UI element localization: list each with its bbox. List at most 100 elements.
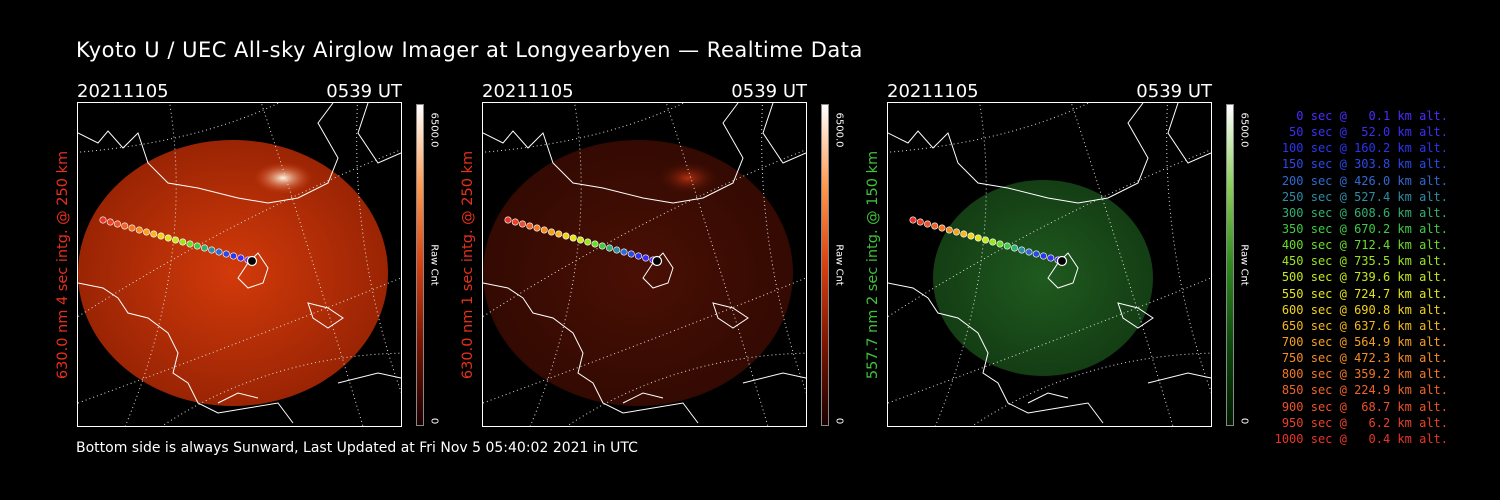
legend-row: 100 sec @ 160.2 km alt. xyxy=(1281,141,1448,156)
track-point xyxy=(504,216,512,224)
track-point xyxy=(540,226,548,234)
panel-2-cbar-max: 6500.0 xyxy=(833,112,845,148)
legend-row: 350 sec @ 670.2 km alt. xyxy=(1281,221,1448,236)
track-point xyxy=(230,252,238,260)
panel-3-date: 20211105 xyxy=(887,81,979,102)
panel-2-cbar-unit: Raw Cnt xyxy=(833,244,845,286)
panel-1-cbar-max: 6500.0 xyxy=(428,112,440,148)
legend-row: 600 sec @ 690.8 km alt. xyxy=(1281,302,1448,317)
track-point xyxy=(909,216,917,224)
track-point xyxy=(99,216,107,224)
station-marker xyxy=(246,255,258,267)
track-point xyxy=(916,218,924,226)
track-point xyxy=(577,236,585,244)
legend-row: 550 sec @ 724.7 km alt. xyxy=(1281,286,1448,301)
panel-1-ylabel: 630.0 nm 4 sec intg. @ 250 km xyxy=(53,102,73,427)
legend-row: 950 sec @ 6.2 km alt. xyxy=(1281,415,1448,430)
track-point xyxy=(1011,244,1019,252)
satellite-track xyxy=(99,216,258,267)
sky-image-disk xyxy=(483,140,793,406)
track-point xyxy=(533,224,541,232)
track-point xyxy=(562,232,570,240)
sky-image-disk xyxy=(78,140,388,406)
legend-row: 800 sec @ 359.2 km alt. xyxy=(1281,367,1448,382)
panel-3-ylabel-text: 557.7 nm 2 sec intg. @ 150 km xyxy=(865,150,881,379)
track-point xyxy=(1032,250,1040,258)
coastline xyxy=(888,103,1211,424)
footer-status: Bottom side is always Sunward, Last Upda… xyxy=(76,440,638,456)
track-point xyxy=(555,230,563,238)
panel-3-cbar-min: 0 xyxy=(1238,417,1250,425)
track-point xyxy=(923,220,931,228)
track-point xyxy=(642,254,650,262)
sky-image-disk xyxy=(933,180,1153,376)
track-point xyxy=(1047,254,1055,262)
track-point xyxy=(945,226,953,234)
track-point xyxy=(591,240,599,248)
panel-1-date: 20211105 xyxy=(77,81,169,102)
legend-row: 700 sec @ 564.9 km alt. xyxy=(1281,334,1448,349)
coordinate-grid xyxy=(888,103,1211,426)
track-point xyxy=(172,236,180,244)
aurora-glow xyxy=(658,162,718,194)
panel-3-ylabel: 557.7 nm 2 sec intg. @ 150 km xyxy=(863,102,883,427)
track-point xyxy=(179,238,187,246)
track-point xyxy=(1025,248,1033,256)
track-point xyxy=(960,230,968,238)
track-point xyxy=(237,254,245,262)
track-point xyxy=(931,222,939,230)
coordinate-grid xyxy=(483,103,806,426)
coastline xyxy=(483,103,806,424)
panel-3-colorbar xyxy=(1226,104,1234,426)
track-point xyxy=(518,220,526,228)
legend-row: 850 sec @ 224.9 km alt. xyxy=(1281,383,1448,398)
satellite-track xyxy=(909,216,1068,267)
aurora-glow xyxy=(253,162,313,194)
track-point xyxy=(193,242,201,250)
legend-row: 200 sec @ 426.0 km alt. xyxy=(1281,173,1448,188)
altitude-legend: 0 sec @ 0.1 km alt. 50 sec @ 52.0 km alt.… xyxy=(1268,108,1448,447)
track-point xyxy=(996,240,1004,248)
track-point xyxy=(157,232,165,240)
track-point xyxy=(938,224,946,232)
track-point xyxy=(215,248,223,256)
panel-1-ylabel-text: 630.0 nm 4 sec intg. @ 250 km xyxy=(55,150,71,379)
legend-row: 50 sec @ 52.0 km alt. xyxy=(1289,125,1448,140)
track-point xyxy=(548,228,556,236)
track-point xyxy=(222,250,230,258)
track-point xyxy=(1003,242,1011,250)
panel-2-cbar-min: 0 xyxy=(833,417,845,425)
legend-row: 750 sec @ 472.3 km alt. xyxy=(1281,351,1448,366)
legend-row: 1000 sec @ 0.4 km alt. xyxy=(1274,431,1448,446)
track-point xyxy=(164,234,172,242)
track-point xyxy=(635,252,643,260)
track-point xyxy=(953,228,961,236)
panel-1-image xyxy=(77,102,402,427)
legend-row: 900 sec @ 68.7 km alt. xyxy=(1281,399,1448,414)
legend-row: 0 sec @ 0.1 km alt. xyxy=(1296,109,1448,123)
legend-row: 250 sec @ 527.4 km alt. xyxy=(1281,189,1448,204)
panel-3-time: 0539 UT xyxy=(1136,81,1212,102)
panel-1-cbar-unit: Raw Cnt xyxy=(428,244,440,286)
legend-row: 650 sec @ 637.6 km alt. xyxy=(1281,318,1448,333)
panel-2-time: 0539 UT xyxy=(731,81,807,102)
coastline xyxy=(78,103,401,424)
track-point xyxy=(106,218,114,226)
track-point xyxy=(1040,252,1048,260)
panel-1-colorbar xyxy=(416,104,424,426)
track-point xyxy=(569,234,577,242)
panel-2-ylabel-text: 630.0 nm 1 sec intg. @ 250 km xyxy=(460,150,476,379)
track-point xyxy=(1018,246,1026,254)
legend-row: 150 sec @ 303.8 km alt. xyxy=(1281,157,1448,172)
panel-3-cbar-max: 6500.0 xyxy=(1238,112,1250,148)
track-point xyxy=(982,236,990,244)
panel-2-image xyxy=(482,102,807,427)
panel-2-date: 20211105 xyxy=(482,81,574,102)
track-point xyxy=(135,226,143,234)
track-point xyxy=(511,218,519,226)
station-marker xyxy=(651,255,663,267)
track-point xyxy=(201,244,209,252)
panel-1-time: 0539 UT xyxy=(326,81,402,102)
track-point xyxy=(606,244,614,252)
track-point xyxy=(208,246,216,254)
